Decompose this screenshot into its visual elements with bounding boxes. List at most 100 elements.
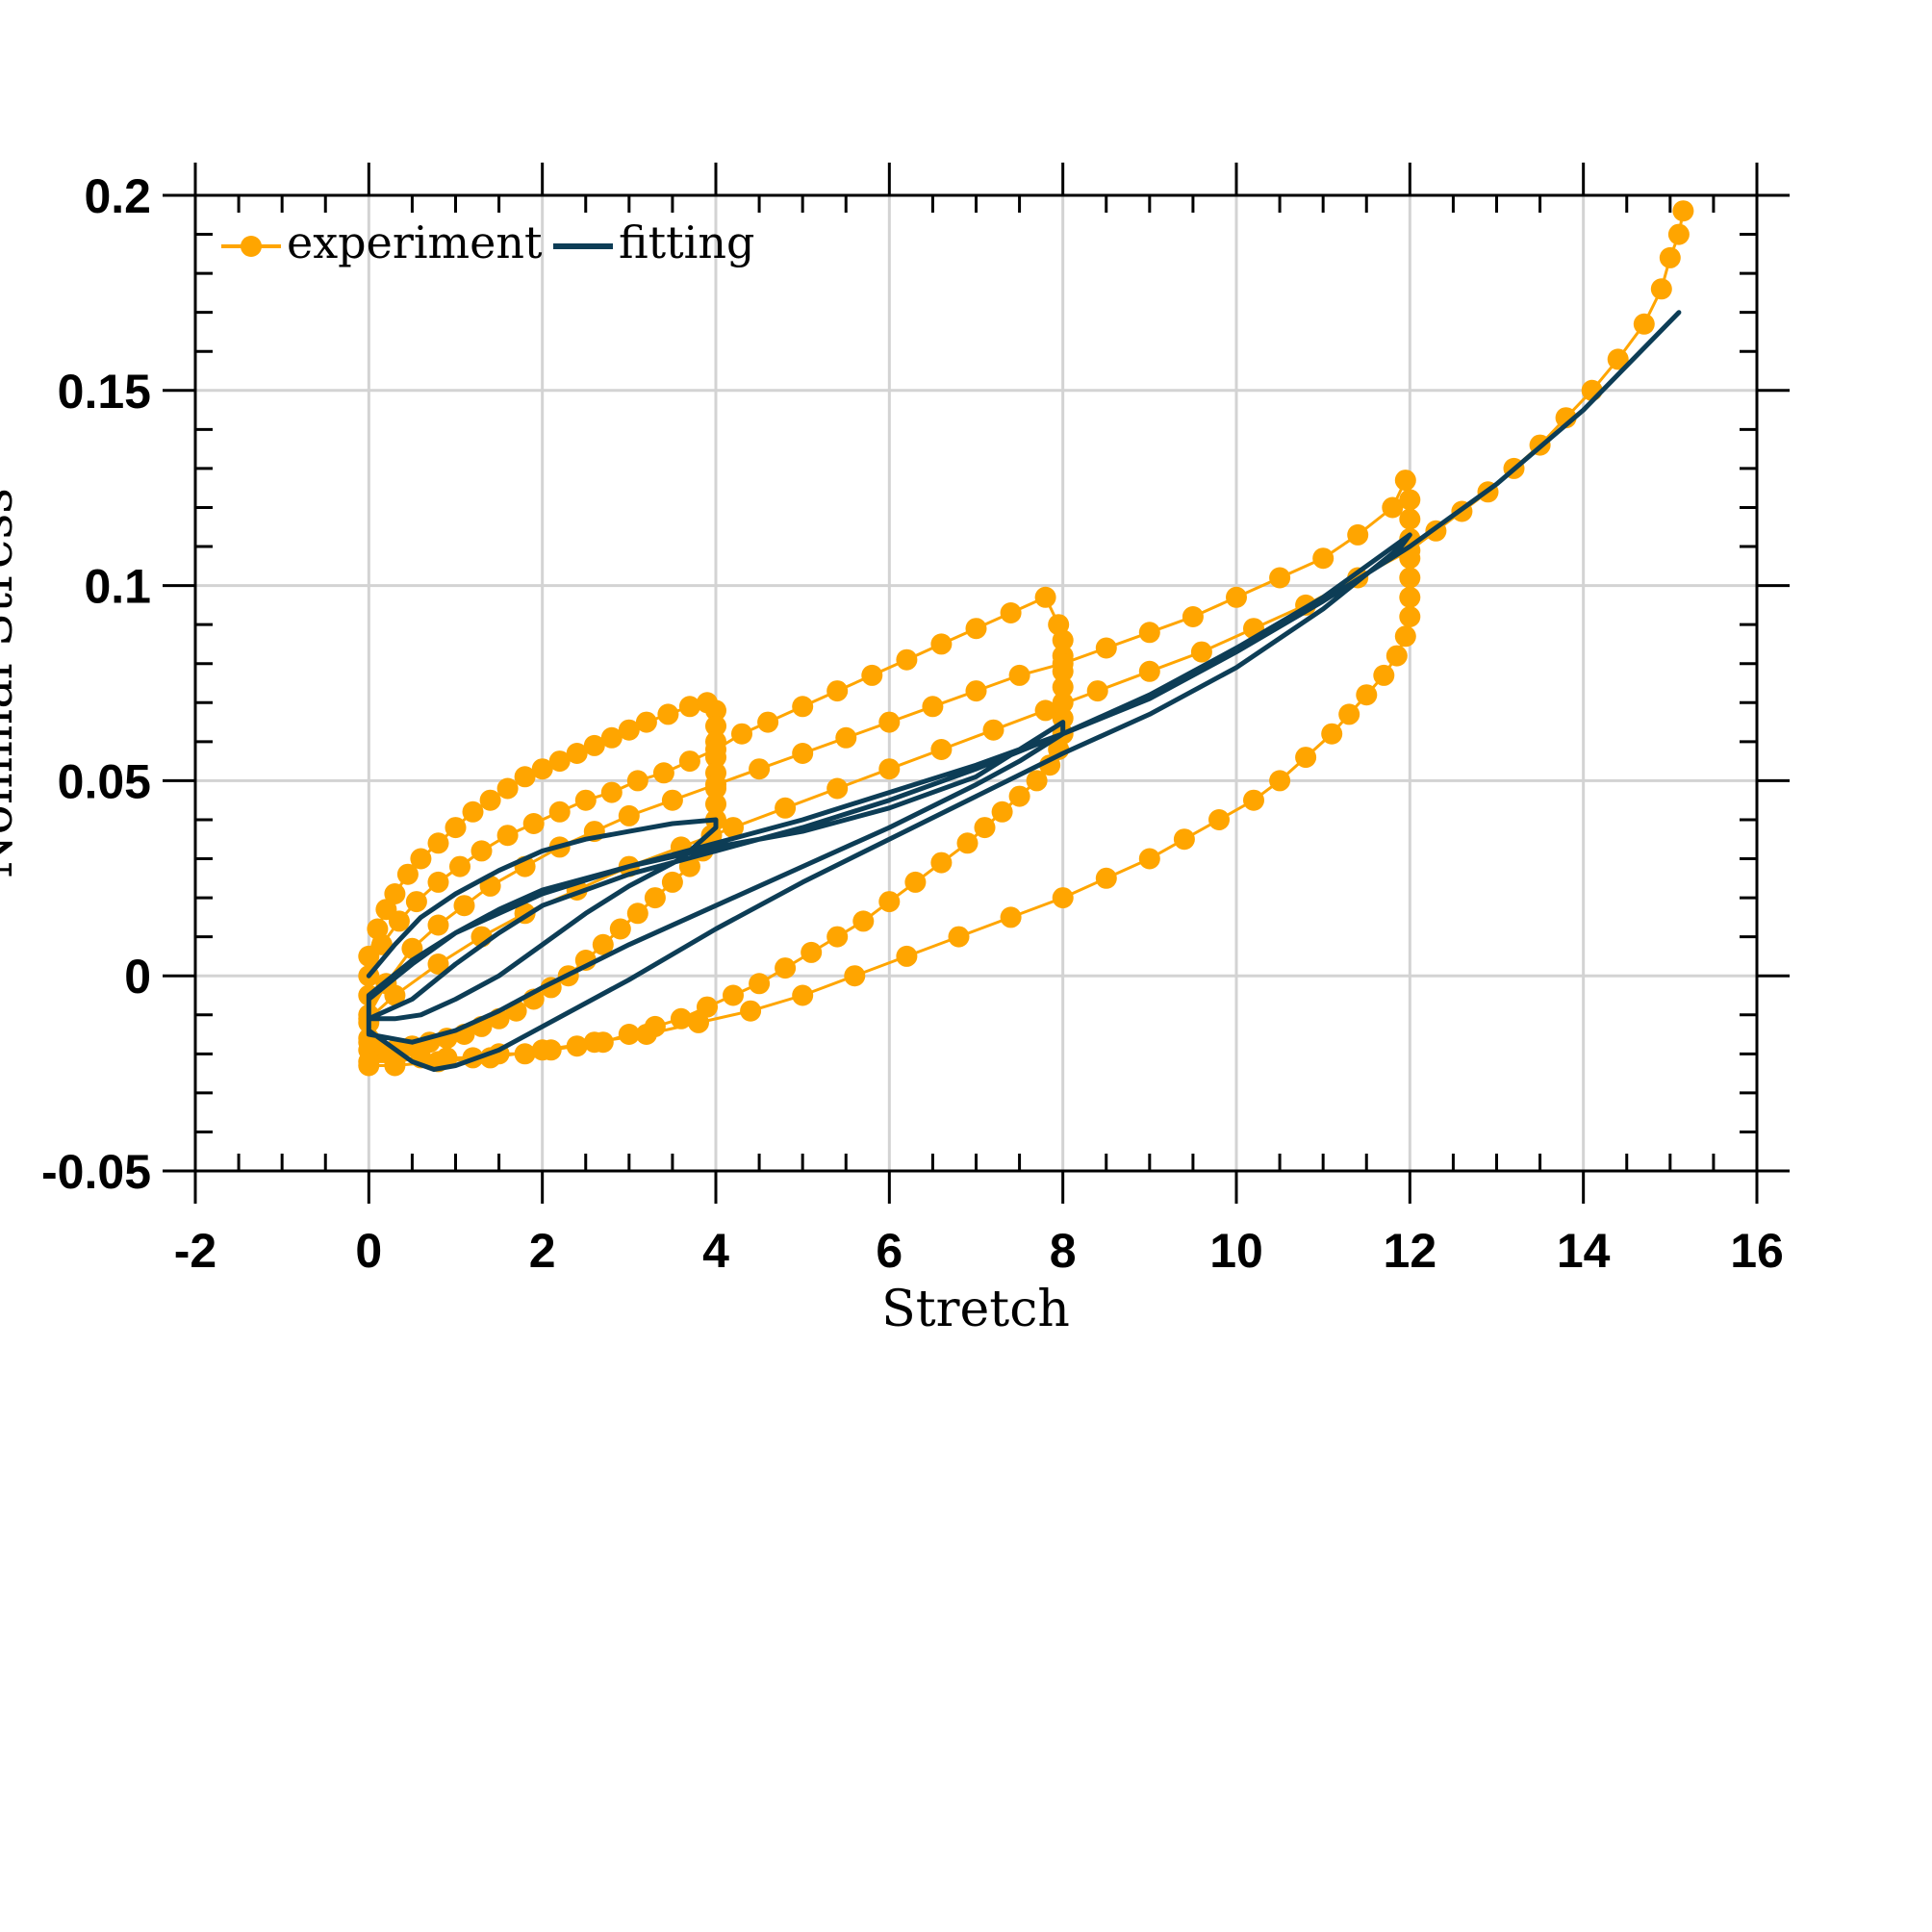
data-point-experiment (1243, 789, 1264, 811)
data-point-experiment (878, 891, 901, 913)
data-point-experiment (1000, 602, 1022, 623)
y-tick-label: -0.05 (41, 1145, 151, 1199)
data-point-experiment (609, 918, 631, 940)
data-point-experiment (1000, 906, 1022, 928)
x-tick-label: 8 (1050, 1224, 1077, 1278)
data-point-experiment (1338, 703, 1360, 725)
data-point-experiment (731, 723, 752, 745)
data-point-experiment (974, 817, 996, 839)
data-point-experiment (1138, 660, 1160, 682)
data-point-experiment (1382, 496, 1404, 519)
data-point-experiment (635, 1024, 657, 1045)
data-point-experiment (1208, 809, 1230, 830)
data-point-experiment (1356, 684, 1378, 706)
data-point-experiment (852, 910, 875, 932)
data-point-experiment (705, 774, 726, 796)
data-point-experiment (678, 750, 700, 773)
data-point-experiment (1295, 747, 1317, 769)
data-point-experiment (583, 734, 605, 756)
data-point-experiment (1138, 848, 1160, 870)
data-point-experiment (1052, 652, 1074, 674)
data-point-experiment (453, 895, 475, 917)
y-tick-label: 0 (124, 950, 151, 1004)
data-point-experiment (1095, 637, 1117, 659)
data-point-experiment (445, 817, 467, 839)
data-point-experiment (410, 848, 432, 870)
data-point-experiment (749, 973, 771, 995)
data-point-experiment (792, 984, 814, 1006)
data-point-experiment (1650, 278, 1672, 300)
data-point-experiment (401, 937, 423, 959)
data-point-experiment (1607, 348, 1629, 370)
data-point-experiment (531, 1039, 553, 1061)
data-point-experiment (861, 664, 883, 686)
data-point-experiment (618, 804, 640, 826)
data-point-experiment (896, 945, 918, 967)
data-point-experiment (449, 855, 470, 877)
legend: experiment fitting (221, 216, 754, 268)
data-point-experiment (479, 789, 501, 811)
data-point-experiment (1385, 645, 1408, 667)
data-point-experiment (1399, 567, 1421, 589)
data-point-experiment (462, 801, 484, 823)
data-point-experiment (396, 863, 419, 885)
data-point-experiment (1008, 664, 1030, 686)
data-point-experiment (548, 801, 571, 823)
data-point-experiment (1269, 567, 1291, 589)
data-point-experiment (792, 743, 814, 764)
data-point-experiment (1312, 547, 1335, 570)
data-point-experiment (384, 1055, 406, 1077)
data-point-experiment (592, 933, 614, 955)
data-point-experiment (566, 743, 588, 764)
data-point-experiment (600, 726, 623, 749)
x-axis-title: Stretch (881, 1281, 1070, 1338)
series-line-fitting (366, 310, 1682, 1072)
data-point-experiment (826, 777, 849, 800)
data-point-experiment (1190, 641, 1212, 663)
data-point-experiment (1373, 664, 1395, 686)
data-point-experiment (1633, 313, 1655, 335)
data-point-experiment (1052, 887, 1074, 909)
data-point-experiment (1321, 723, 1343, 745)
data-point-experiment (1034, 699, 1056, 722)
data-point-experiment (644, 887, 666, 909)
data-point-experiment (1399, 606, 1421, 627)
data-point-experiment (427, 871, 449, 893)
data-point-experiment (1347, 523, 1369, 546)
data-point-experiment (388, 910, 410, 932)
data-point-experiment (705, 793, 726, 815)
data-point-experiment (697, 996, 718, 1018)
legend-label-experiment: experiment (287, 216, 543, 268)
data-point-experiment (723, 817, 744, 839)
y-axis-title: Nominal Stress (0, 488, 24, 878)
axis-ticks (163, 163, 1790, 1204)
data-point-experiment (427, 953, 449, 975)
data-point-experiment (479, 875, 501, 897)
data-point-experiment (878, 711, 901, 733)
data-point-experiment (1052, 629, 1074, 651)
data-point-experiment (1226, 586, 1247, 608)
data-point-experiment (384, 883, 406, 904)
data-point-experiment (1052, 692, 1074, 714)
data-point-experiment (1026, 770, 1048, 792)
y-tick-label: 0.1 (84, 560, 151, 614)
data-point-experiment (635, 711, 657, 733)
data-point-experiment (427, 832, 449, 854)
legend-marker-experiment (241, 236, 262, 257)
series-line-experiment (367, 210, 1685, 1067)
data-point-experiment (522, 813, 545, 834)
data-point-experiment (982, 719, 1004, 741)
data-point-experiment (618, 1024, 640, 1045)
data-point-experiment (1008, 785, 1030, 807)
data-point-experiment (1394, 470, 1416, 492)
data-point-experiment (705, 715, 726, 737)
data-point-experiment (670, 1007, 692, 1030)
data-point-experiment (1182, 606, 1204, 627)
data-point-experiment (496, 777, 519, 800)
data-point-experiment (930, 852, 953, 874)
legend-label-fitting: fitting (619, 216, 754, 268)
data-point-experiment (1269, 770, 1291, 792)
data-point-experiment (904, 871, 927, 893)
data-point-experiment (792, 696, 814, 718)
